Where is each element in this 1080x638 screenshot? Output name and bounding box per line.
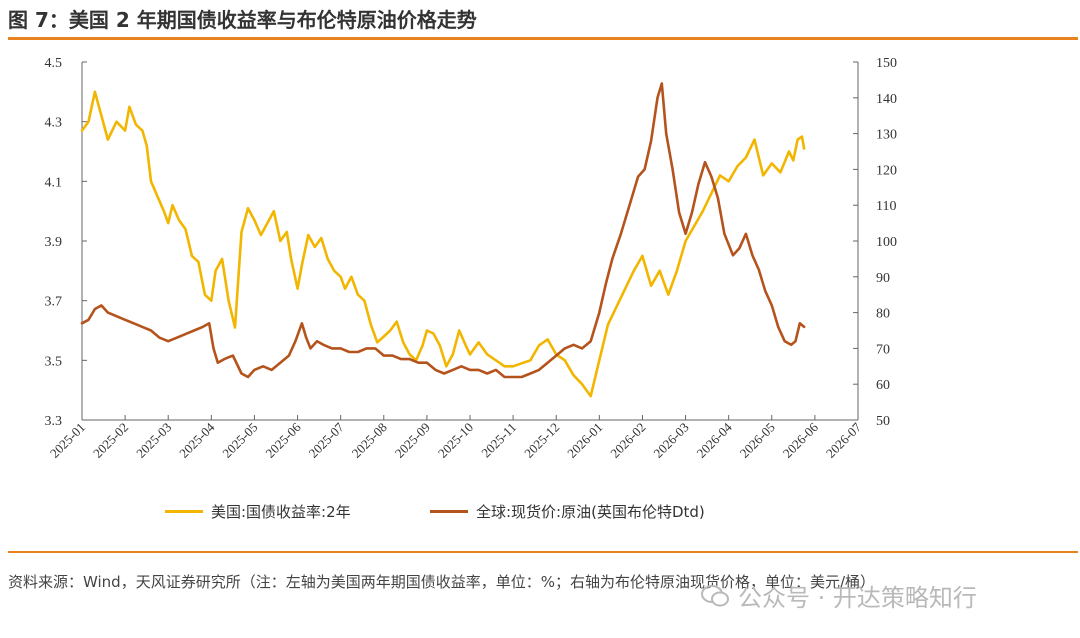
legend-swatch-oil xyxy=(430,510,468,513)
source-note: 资料来源：Wind，天风证券研究所（注：左轴为美国两年期国债收益率，单位：%；右… xyxy=(8,573,876,591)
x-tick-label: 2025-07 xyxy=(306,419,348,461)
x-tick-label: 2025-03 xyxy=(133,420,174,461)
right-tick-label: 150 xyxy=(876,56,897,71)
x-tick-label: 2025-04 xyxy=(176,419,218,461)
x-tick-label: 2026-07 xyxy=(823,419,865,461)
legend-label-oil: 全球:现货价:原油(英国布伦特Dtd) xyxy=(476,503,705,521)
chart-title: 图 7：美国 2 年期国债收益率与布伦特原油价格走势 xyxy=(8,8,477,32)
right-tick-label: 130 xyxy=(876,128,897,143)
chart-area: 3.3 3.5 3.7 3.9 4.1 4.3 4.5 50 60 70 80 90 100 110 12… xyxy=(45,56,898,461)
legend-item-yield: 美国:国债收益率:2年 xyxy=(165,501,351,522)
right-tick-label: 120 xyxy=(876,163,897,178)
series-line-oil xyxy=(80,82,806,379)
x-tick-label: 2025-02 xyxy=(90,420,131,461)
x-tick-label: 2025-12 xyxy=(521,420,562,461)
x-tick-label: 2025-11 xyxy=(478,420,519,461)
left-tick-label: 3.3 xyxy=(45,414,63,429)
left-tick-label: 4.1 xyxy=(45,175,63,190)
right-tick-label: 60 xyxy=(876,378,890,393)
series-layer xyxy=(80,82,806,398)
legend-label-yield: 美国:国债收益率:2年 xyxy=(211,503,351,521)
x-tick-label: 2026-05 xyxy=(737,420,778,461)
series-line-yield xyxy=(80,90,806,398)
right-axis-ticks: 50 60 70 80 90 100 110 120 130 140 150 xyxy=(853,56,897,429)
watermark-text: 公众号 · 开达策略知行 xyxy=(738,584,977,612)
right-tick-label: 140 xyxy=(876,92,897,107)
right-tick-label: 90 xyxy=(876,271,890,286)
x-tick-label: 2026-06 xyxy=(780,419,822,461)
legend-swatch-yield xyxy=(165,510,203,513)
left-tick-label: 4.3 xyxy=(45,116,63,131)
wechat-icon xyxy=(701,584,729,606)
legend-item-oil: 全球:现货价:原油(英国布伦特Dtd) xyxy=(430,501,705,522)
footer-divider xyxy=(8,551,1078,553)
right-tick-label: 70 xyxy=(876,342,890,357)
right-tick-label: 110 xyxy=(876,199,896,214)
chart-legend: 美国:国债收益率:2年 全球:现货价:原油(英国布伦特Dtd) xyxy=(0,501,1080,531)
right-tick-label: 80 xyxy=(876,307,890,322)
x-tick-label: 2026-03 xyxy=(650,420,691,461)
watermark: 公众号 · 开达策略知行 xyxy=(700,578,977,613)
left-tick-label: 3.9 xyxy=(45,235,63,250)
x-tick-label: 2025-05 xyxy=(219,420,260,461)
x-axis-ticks: 2025-01 2025-02 2025-03 2025-04 2025-05 2025-… xyxy=(47,415,865,461)
left-tick-label: 3.5 xyxy=(45,354,63,369)
x-tick-label: 2026-01 xyxy=(564,420,605,461)
x-tick-label: 2026-04 xyxy=(694,419,736,461)
x-tick-label: 2025-06 xyxy=(262,419,304,461)
left-tick-label: 4.5 xyxy=(45,56,63,71)
right-tick-label: 100 xyxy=(876,235,897,250)
left-tick-label: 3.7 xyxy=(45,295,63,310)
x-tick-label: 2026-02 xyxy=(607,420,648,461)
x-tick-label: 2025-09 xyxy=(392,420,433,461)
x-tick-label: 2025-08 xyxy=(349,420,390,461)
right-tick-label: 50 xyxy=(876,414,890,429)
x-tick-label: 2025-10 xyxy=(435,420,476,461)
left-axis-ticks: 3.3 3.5 3.7 3.9 4.1 4.3 4.5 xyxy=(45,56,87,429)
header-divider xyxy=(8,37,1078,40)
